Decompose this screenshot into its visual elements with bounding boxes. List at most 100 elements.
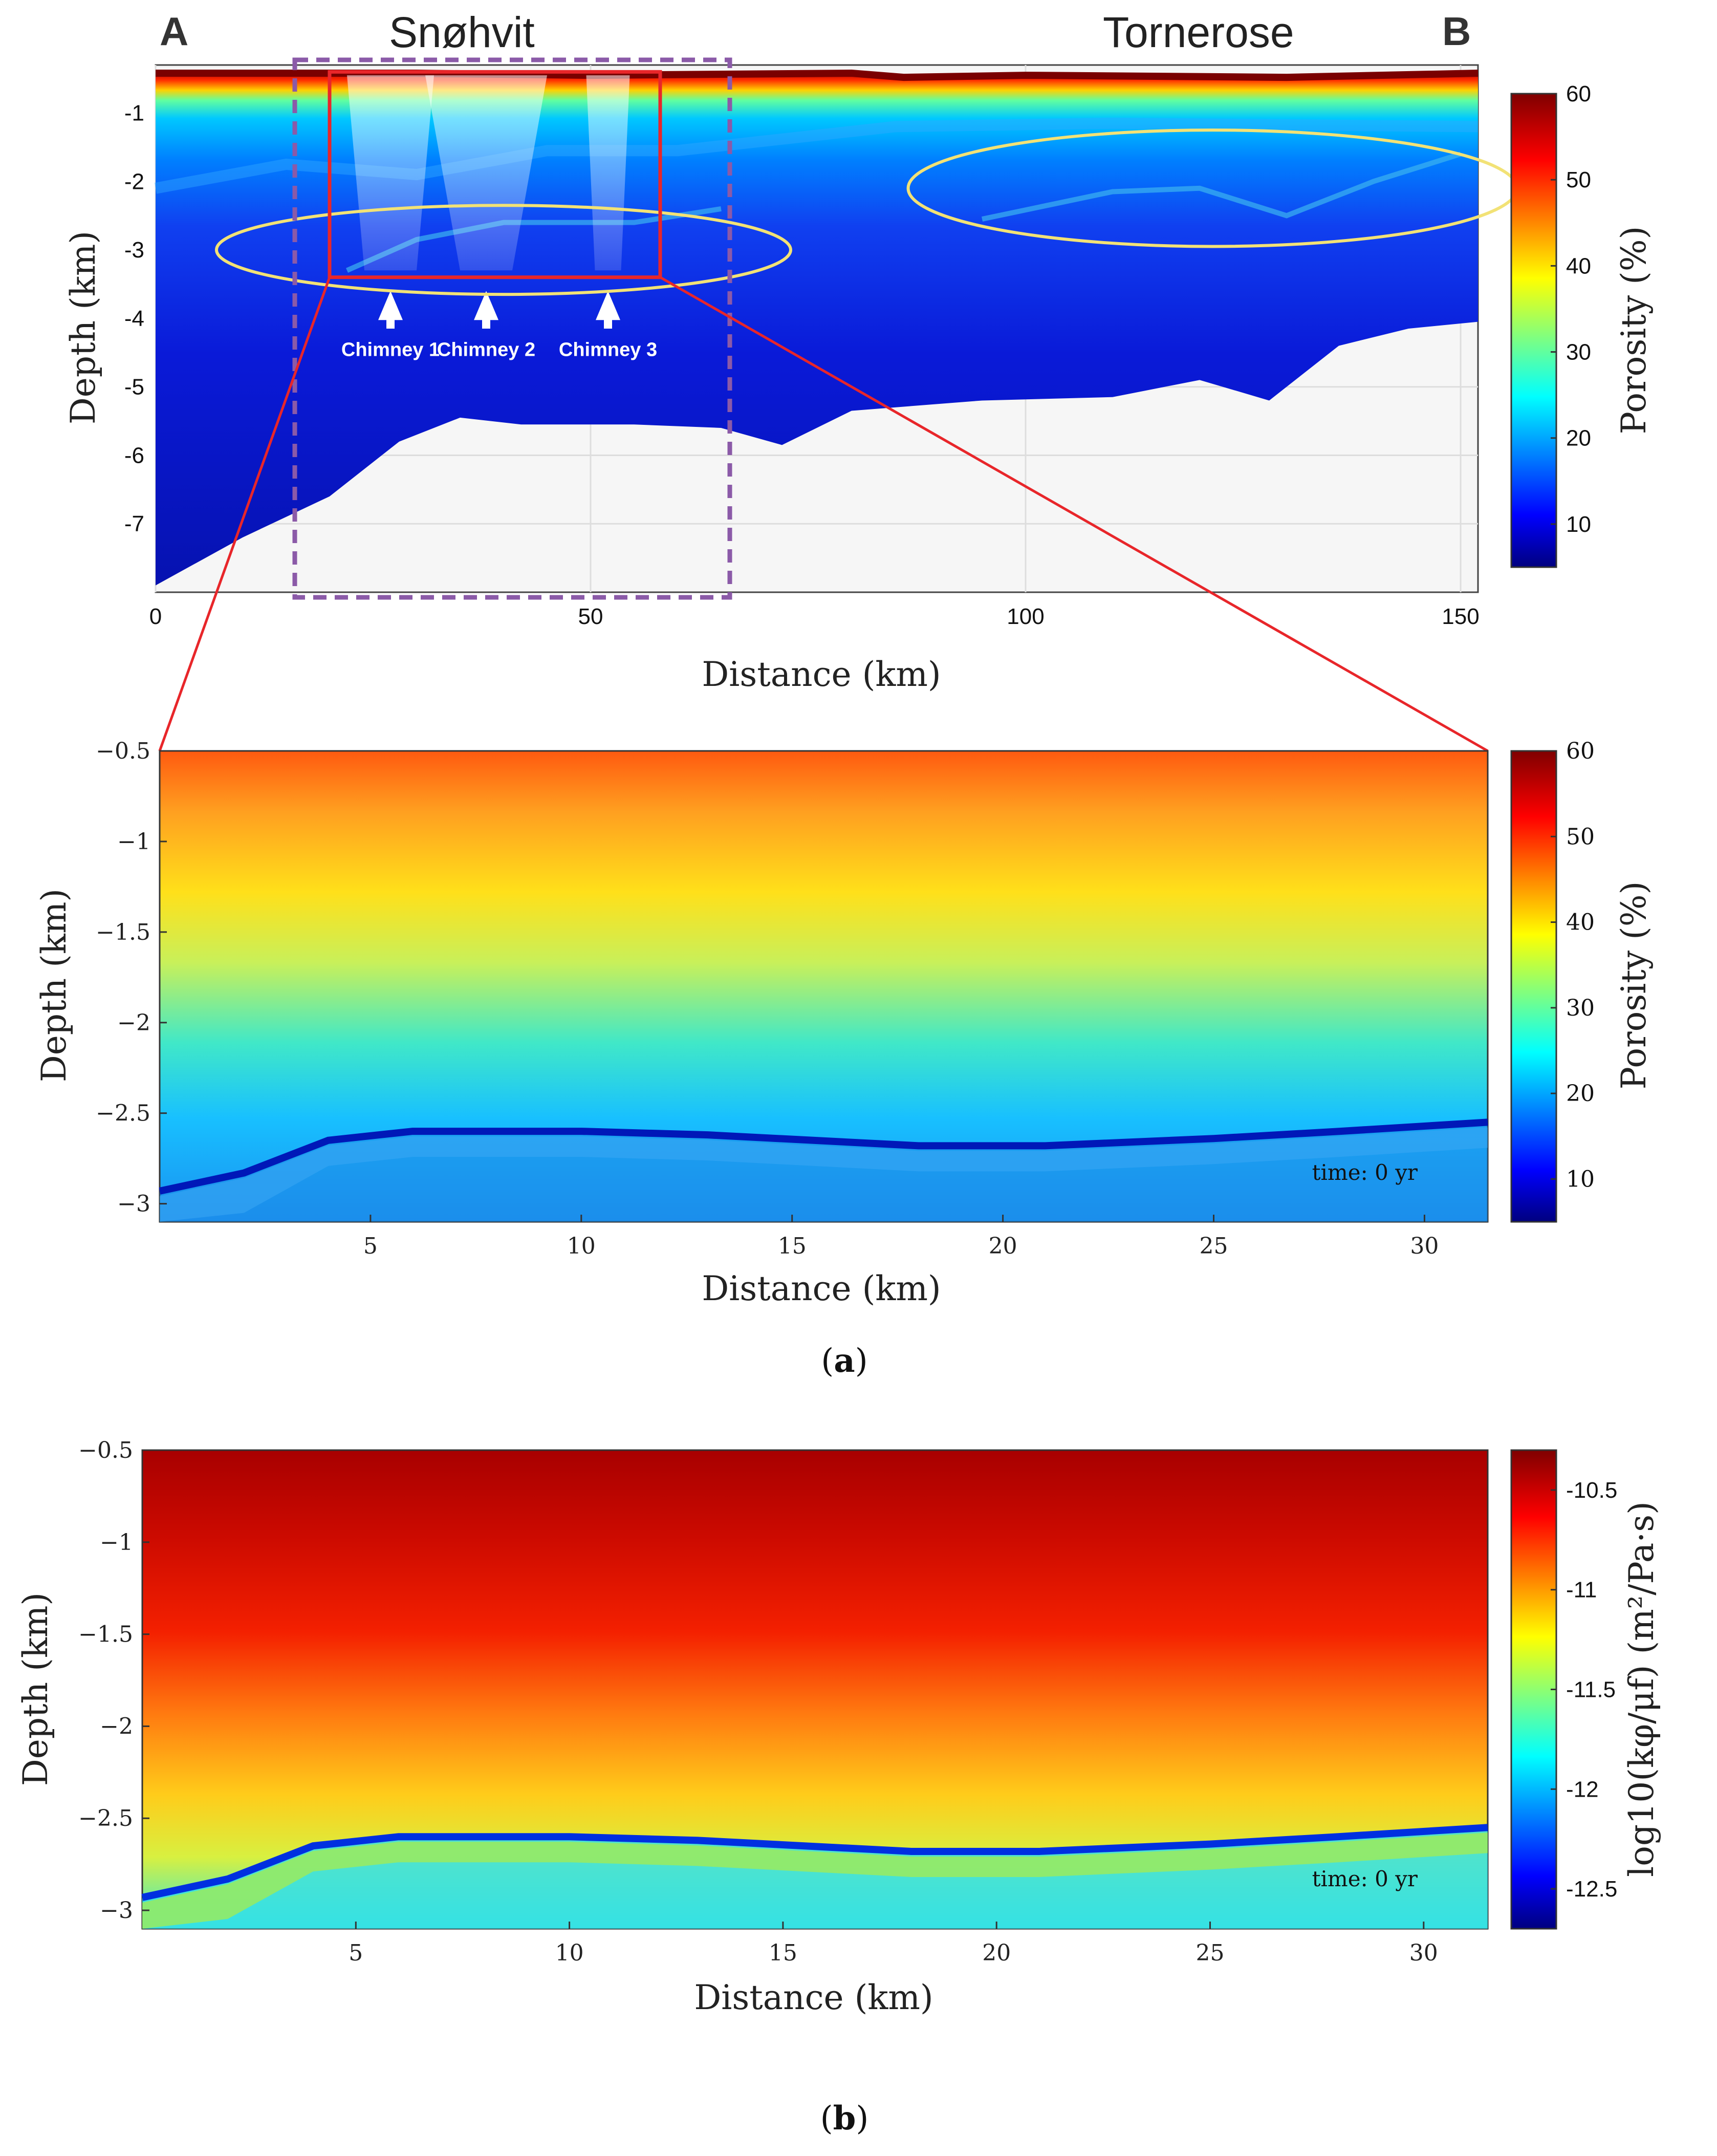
x-tick-label: 150 [1442, 604, 1479, 629]
y-tick-label: −1.5 [96, 919, 150, 945]
colorbar-tick-label: -10.5 [1566, 1478, 1617, 1503]
panel-a-sub-layer [160, 1127, 1488, 1222]
x-tick-label: 20 [989, 1233, 1017, 1259]
y-tick-label: -1 [124, 101, 144, 126]
x-tick-label: 15 [778, 1233, 807, 1259]
colorbar-tick-label: 50 [1566, 167, 1591, 192]
y-tick-label: -2 [124, 169, 144, 194]
chimney-label: Chimney 1 [341, 339, 440, 361]
top-y-axis-label: Depth (km) [63, 231, 103, 424]
colorbar-tick-label: 60 [1566, 738, 1595, 764]
panel-a-colorbar-ticks: 10 20 30 40 50 60 [1551, 738, 1595, 1192]
y-tick-label: −3 [117, 1191, 150, 1217]
x-tick-label: 10 [567, 1233, 596, 1259]
x-tick-label: 30 [1409, 1940, 1438, 1966]
panel-b-y-axis-label: Depth (km) [16, 1592, 55, 1786]
x-tick-label: 5 [363, 1233, 378, 1259]
reservoir-layer [981, 152, 1462, 222]
panel-b-x-axis-label: Distance (km) [694, 1978, 933, 2017]
colorbar-tick-label: 30 [1566, 340, 1591, 365]
y-tick-label: −1 [117, 829, 150, 855]
top-x-axis-label: Distance (km) [702, 655, 941, 694]
zoom-connector-left [158, 276, 331, 751]
x-tick-label: 0 [149, 604, 162, 629]
y-tick-label: −2.5 [78, 1805, 133, 1831]
panel-b-sub-layer [142, 1832, 1488, 1929]
y-tick-label: -7 [124, 511, 144, 536]
arrow-up-icon [378, 291, 403, 329]
gas-chimney [347, 75, 434, 271]
gas-chimney [425, 75, 547, 271]
colorbar-tick-label: -11.5 [1566, 1677, 1616, 1702]
x-tick-label: 10 [555, 1940, 584, 1966]
colorbar-tick-label: -12.5 [1566, 1877, 1617, 1902]
panel-b-time-label: time: 0 yr [1312, 1866, 1418, 1891]
panel-b-y-ticks: −0.5 −1 −1.5 −2 −2.5 −3 [78, 1437, 149, 1924]
colorbar-tick-label: 20 [1566, 426, 1591, 451]
y-tick-label: -6 [124, 443, 144, 468]
x-tick-label: 5 [349, 1940, 363, 1966]
colorbar-tick-label: 10 [1566, 512, 1591, 537]
colorbar-tick-label: 50 [1566, 824, 1595, 850]
colorbar-tick-label: -11 [1566, 1578, 1597, 1603]
y-tick-label: −2 [117, 1010, 150, 1036]
end-label-b: B [1442, 9, 1471, 54]
y-tick-label: −2 [100, 1713, 133, 1739]
y-tick-label: -3 [124, 238, 144, 263]
top-colorbar [1510, 93, 1557, 568]
gas-chimneys [347, 75, 630, 271]
colorbar-tick-label: -12 [1566, 1777, 1599, 1802]
y-tick-label: −0.5 [96, 738, 150, 764]
panel-b-mobility: 5 10 15 20 25 30 −0.5 −1 −1.5 −2 −2.5 −3 time: 0 y… [16, 1437, 1661, 2138]
y-tick-label: -5 [124, 375, 144, 400]
x-tick-label: 30 [1410, 1233, 1439, 1259]
colorbar-tick-label: 20 [1566, 1081, 1595, 1107]
panel-b-colorbar-label: log10(kφ/μf) (m²/Pa·s) [1622, 1501, 1661, 1877]
top-x-ticks: 0 50 100 150 [149, 604, 1480, 629]
y-tick-label: −0.5 [78, 1437, 133, 1463]
chimney-label: Chimney 3 [559, 339, 657, 361]
panel-a-time-label: time: 0 yr [1312, 1160, 1418, 1185]
panel-b-x-ticks: 5 10 15 20 25 30 [349, 1922, 1438, 1966]
arrow-up-icon [596, 291, 620, 329]
panel-b-seal-interface [141, 1824, 1488, 1901]
panel-a-y-axis-label: Depth (km) [34, 889, 74, 1082]
colorbar-tick-label: 60 [1566, 81, 1591, 106]
panel-a-seal-interface [159, 1118, 1488, 1195]
top-colorbar-ticks: 10 20 30 40 50 60 [1551, 81, 1591, 537]
y-tick-label: −2.5 [96, 1101, 150, 1127]
snohvit-reservoir-outline [215, 204, 792, 296]
caption-b: (b) [820, 2099, 869, 2138]
panel-a-y-ticks: −0.5 −1 −1.5 −2 −2.5 −3 [96, 738, 167, 1217]
gas-chimney [586, 75, 630, 271]
y-tick-label: -4 [124, 306, 144, 331]
y-tick-label: −1 [100, 1529, 133, 1556]
panel-b-colorbar-ticks: -10.5 -11 -11.5 -12 -12.5 [1551, 1478, 1617, 1902]
colorbar-tick-label: 40 [1566, 910, 1595, 936]
panel-b-colorbar [1510, 1449, 1557, 1930]
colorbar-tick-label: 30 [1566, 995, 1595, 1021]
x-tick-label: 50 [578, 604, 603, 629]
x-tick-label: 15 [769, 1940, 797, 1966]
x-tick-label: 20 [982, 1940, 1011, 1966]
panel-a-colorbar [1510, 750, 1557, 1223]
chimney-label: Chimney 2 [437, 339, 535, 361]
zoom-connector-right [659, 276, 1489, 752]
colorbar-tick-label: 10 [1566, 1166, 1595, 1192]
zoom-region-box [328, 70, 662, 279]
snohvit-context-box [292, 57, 732, 600]
field-label-tornerose: Tornerose [1103, 8, 1294, 56]
arrow-up-icon [474, 291, 498, 329]
x-tick-label: 100 [1007, 604, 1044, 629]
top-colorbar-label: Porosity (%) [1614, 226, 1654, 435]
x-tick-label: 25 [1196, 1940, 1225, 1966]
y-tick-label: −3 [100, 1898, 133, 1924]
x-tick-label: 25 [1200, 1233, 1228, 1259]
colorbar-tick-label: 40 [1566, 253, 1591, 278]
caption-a: (a) [821, 1342, 867, 1380]
top-y-ticks: -1 -2 -3 -4 -5 -6 -7 [124, 101, 144, 537]
end-label-a: A [160, 9, 188, 54]
y-tick-label: −1.5 [78, 1622, 133, 1648]
